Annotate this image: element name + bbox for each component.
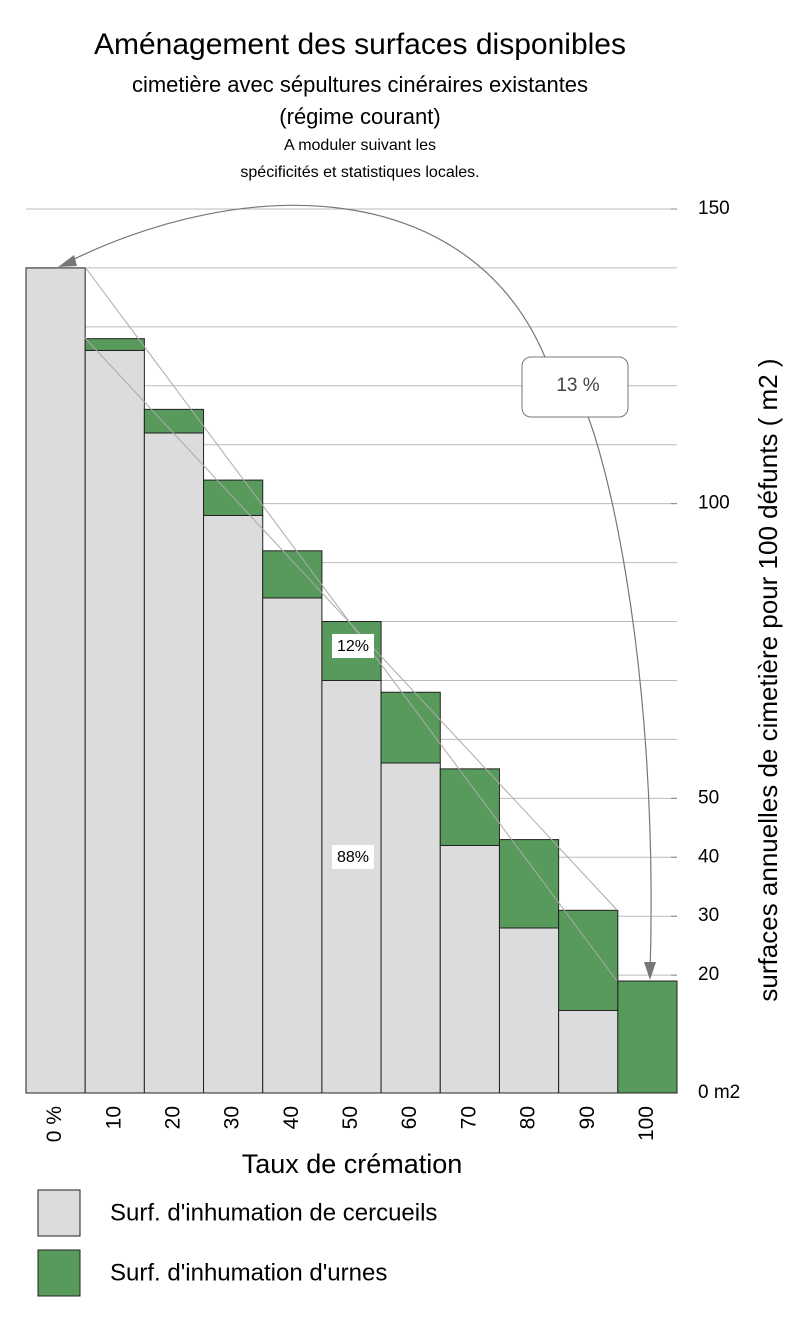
bar-segment xyxy=(143,408,205,434)
note: A moduler suivant les xyxy=(284,137,436,154)
bar-segment xyxy=(25,267,86,1094)
y-tick-label: 100 xyxy=(698,493,730,514)
annotation: 12% xyxy=(337,638,369,655)
bar-segment xyxy=(498,839,560,929)
annotation: 13 % xyxy=(556,375,599,396)
bar-segment xyxy=(498,927,560,1094)
y-tick-label: 40 xyxy=(698,846,719,867)
arrowhead xyxy=(58,255,77,267)
annotation-bg xyxy=(332,634,374,658)
bar-segment xyxy=(143,432,205,1094)
x-tick-label: 100 xyxy=(635,1106,658,1141)
y-tick-label: 30 xyxy=(698,905,719,926)
legend-label: Surf. d'inhumation d'urnes xyxy=(110,1259,387,1286)
bars xyxy=(25,267,678,1094)
x-tick-label: 50 xyxy=(339,1106,362,1129)
arrowhead xyxy=(644,962,656,980)
bar-segment xyxy=(203,514,264,1094)
y-tick-label: 0 m2 xyxy=(698,1082,740,1103)
x-tick-label: 30 xyxy=(221,1106,244,1129)
chart-subtitle: cimetière avec sépultures cinéraires exi… xyxy=(132,72,588,97)
bar-segment xyxy=(439,844,500,1094)
y-tick-label: 50 xyxy=(698,787,719,808)
bar-segment xyxy=(84,338,145,351)
bar-segment xyxy=(262,597,323,1094)
bar-segment xyxy=(262,550,323,599)
annotation-box xyxy=(521,356,629,418)
y-tick-label: 20 xyxy=(698,964,719,985)
bar-segment xyxy=(558,1009,619,1094)
x-tick-label: 40 xyxy=(280,1106,303,1129)
annotation: 88% xyxy=(337,849,369,866)
bar-segment xyxy=(558,909,619,1011)
x-tick-label: 80 xyxy=(517,1106,540,1129)
bar-segment xyxy=(321,679,382,1094)
x-tick-label: 90 xyxy=(576,1106,599,1129)
x-tick-label: 0 % xyxy=(43,1106,66,1142)
legend-label: Surf. d'inhumation de cercueils xyxy=(110,1199,437,1226)
chart-title: Aménagement des surfaces disponibles xyxy=(94,28,626,61)
x-tick-label: 70 xyxy=(457,1106,480,1129)
bar-segment xyxy=(84,349,145,1094)
legend-swatch xyxy=(37,1249,81,1297)
x-axis-label: Taux de crémation xyxy=(242,1149,463,1179)
legend-swatch xyxy=(37,1189,81,1237)
trend-line xyxy=(84,337,618,911)
y-axis-label: surfaces annuelles de cimetière pour 100… xyxy=(753,358,783,1001)
x-tick-label: 10 xyxy=(102,1106,125,1129)
x-tick-label: 20 xyxy=(162,1106,185,1129)
arrow xyxy=(61,204,546,358)
x-tick-label: 60 xyxy=(398,1106,421,1129)
bar-segment xyxy=(439,768,500,846)
chart-subtitle: (régime courant) xyxy=(279,104,440,129)
bar-segment xyxy=(380,762,441,1094)
annotation-bg xyxy=(332,845,374,869)
bar-segment xyxy=(617,980,678,1094)
note: spécificités et statistiques locales. xyxy=(240,164,479,181)
bar-segment xyxy=(380,691,441,764)
arrow xyxy=(579,399,652,976)
y-tick-label: 150 xyxy=(698,198,730,219)
